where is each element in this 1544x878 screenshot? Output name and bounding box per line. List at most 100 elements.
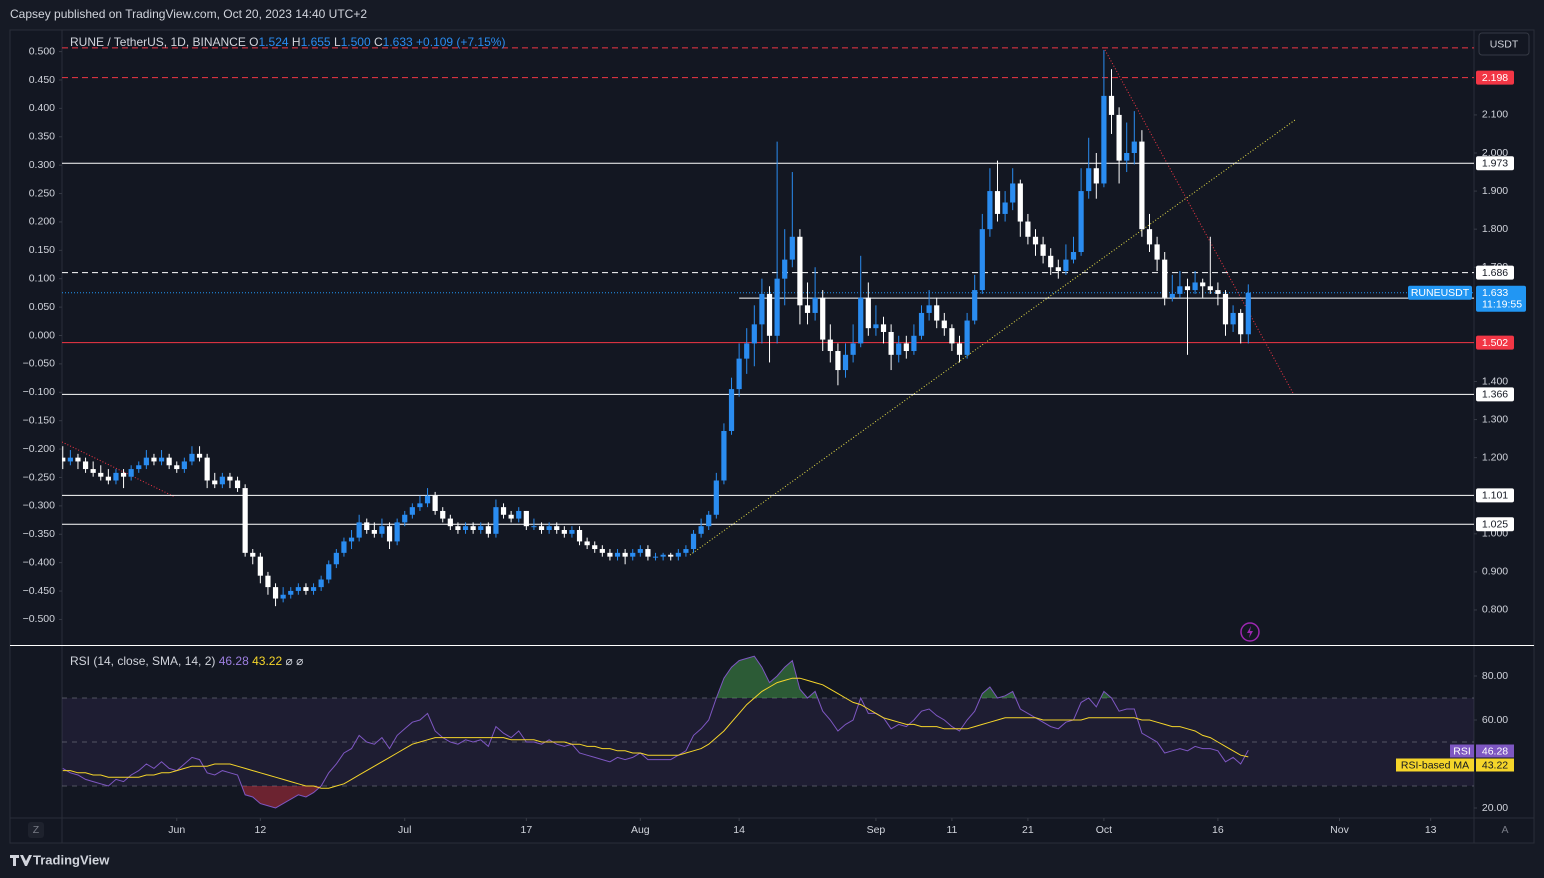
candle-body <box>265 575 271 588</box>
candle-body <box>630 552 636 557</box>
level-label: 1.502 <box>1482 337 1508 349</box>
z-button[interactable] <box>28 822 44 838</box>
candle-body <box>683 549 689 553</box>
candle-body <box>911 335 917 352</box>
candle-body <box>516 510 522 519</box>
candle-body <box>455 526 461 530</box>
candle-body <box>409 507 415 515</box>
z-label[interactable]: Z <box>33 824 40 836</box>
rsi-flag: ⌀ <box>285 654 292 668</box>
candle-body <box>538 526 545 530</box>
candle-body <box>820 297 826 340</box>
level-label-box <box>1476 265 1514 280</box>
currency-label[interactable]: USDT <box>1490 38 1519 50</box>
candle-body <box>98 472 104 477</box>
candle-body <box>364 522 370 530</box>
rsi-value-label: 43.22 <box>1482 759 1508 771</box>
candle-body <box>972 290 978 321</box>
left-tick-label: −0.100 <box>23 386 56 398</box>
candle-body <box>668 554 674 557</box>
rsi-oversold-fill <box>241 786 322 808</box>
candle-body <box>736 358 742 390</box>
candle-body <box>75 457 81 462</box>
candle-body <box>67 457 73 462</box>
candle-body <box>622 552 628 557</box>
y-tick-label: 1.300 <box>1482 413 1508 425</box>
level-label-box <box>1476 335 1514 350</box>
candle-body <box>1192 282 1198 291</box>
rsi-ma-line <box>62 677 1249 789</box>
candle-body <box>1245 292 1251 335</box>
last-price-box <box>1476 285 1526 312</box>
candle-body <box>584 541 590 546</box>
candle-body <box>956 343 963 355</box>
rsi-value: 46.28 <box>219 654 249 668</box>
candle-body <box>1108 95 1115 115</box>
rsi-flag: ⌀ <box>296 654 303 668</box>
candle-body <box>713 480 719 515</box>
candle-body <box>546 526 552 530</box>
left-tick-label: −0.250 <box>23 471 56 483</box>
y-tick-label: 0.800 <box>1482 604 1508 616</box>
candle-body <box>196 453 203 458</box>
candle-body <box>280 594 286 599</box>
candle-body <box>1086 168 1092 192</box>
candle-body <box>493 507 499 534</box>
rsi-overbought-fill <box>716 656 1112 698</box>
candle-body <box>1025 221 1031 237</box>
candle-body <box>949 328 955 344</box>
trendline <box>1104 49 1294 394</box>
left-tick-label: 0.050 <box>29 301 55 313</box>
a-label[interactable]: A <box>1501 824 1508 836</box>
candle-body <box>432 495 438 511</box>
candle-body <box>1070 252 1077 260</box>
currency-button[interactable] <box>1478 32 1530 56</box>
level-label-box <box>1476 156 1514 171</box>
candle-body <box>934 305 940 321</box>
candle-body <box>592 545 598 550</box>
left-tick-label: 0.150 <box>29 244 55 256</box>
candle-body <box>212 480 218 485</box>
left-tick-label: 0.250 <box>29 187 55 199</box>
candle-body <box>850 343 856 355</box>
candle-body <box>181 461 187 470</box>
candle-body <box>1139 141 1145 230</box>
main-pane <box>62 47 1474 607</box>
rsi-line <box>62 655 1249 809</box>
candle-body <box>478 526 484 530</box>
last-price-symbol: RUNEUSDT <box>1411 287 1470 299</box>
candle-body <box>379 526 385 534</box>
candle-body <box>356 522 362 538</box>
candle-body <box>90 469 96 473</box>
candle-body <box>136 465 142 470</box>
candle-body <box>842 354 849 371</box>
candle-body <box>1146 229 1153 245</box>
candle-body <box>1124 153 1130 161</box>
candle-body <box>531 526 537 528</box>
rsi-name-box <box>1450 744 1474 758</box>
logo-text: TradingView <box>33 852 110 867</box>
candle-body <box>1093 168 1099 184</box>
candle-body <box>698 526 704 534</box>
y-tick-label: 1.400 <box>1482 375 1508 387</box>
rsi-value-box <box>1476 758 1514 772</box>
candle-body <box>660 554 666 557</box>
candle-body <box>554 526 560 530</box>
candle-body <box>143 457 149 466</box>
candle-body <box>371 529 377 534</box>
y-tick-label: 1.800 <box>1482 223 1508 235</box>
x-tick-label: 14 <box>733 824 745 836</box>
rsi-ma-value: 43.22 <box>252 654 282 668</box>
rsi-tick-label: 80.00 <box>1482 670 1508 682</box>
candle-body <box>926 305 932 313</box>
rsi-pane <box>62 655 1474 809</box>
left-tick-label: −0.350 <box>23 528 56 540</box>
candle-body <box>386 526 393 542</box>
candle-body <box>789 236 795 260</box>
candle-body <box>257 556 263 576</box>
h-value: 1.655 <box>301 35 331 49</box>
events-icon[interactable] <box>1240 622 1260 642</box>
left-tick-label: −0.050 <box>23 358 56 370</box>
y-tick-label: 2.000 <box>1482 147 1508 159</box>
candle-body <box>1207 286 1213 291</box>
